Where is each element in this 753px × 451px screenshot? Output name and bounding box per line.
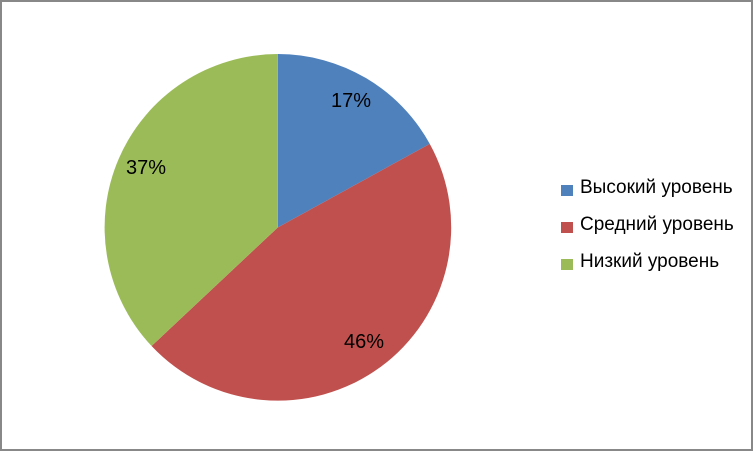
svg-text:37%: 37% <box>126 157 166 179</box>
svg-text:46%: 46% <box>344 331 384 353</box>
svg-text:17%: 17% <box>331 90 371 112</box>
